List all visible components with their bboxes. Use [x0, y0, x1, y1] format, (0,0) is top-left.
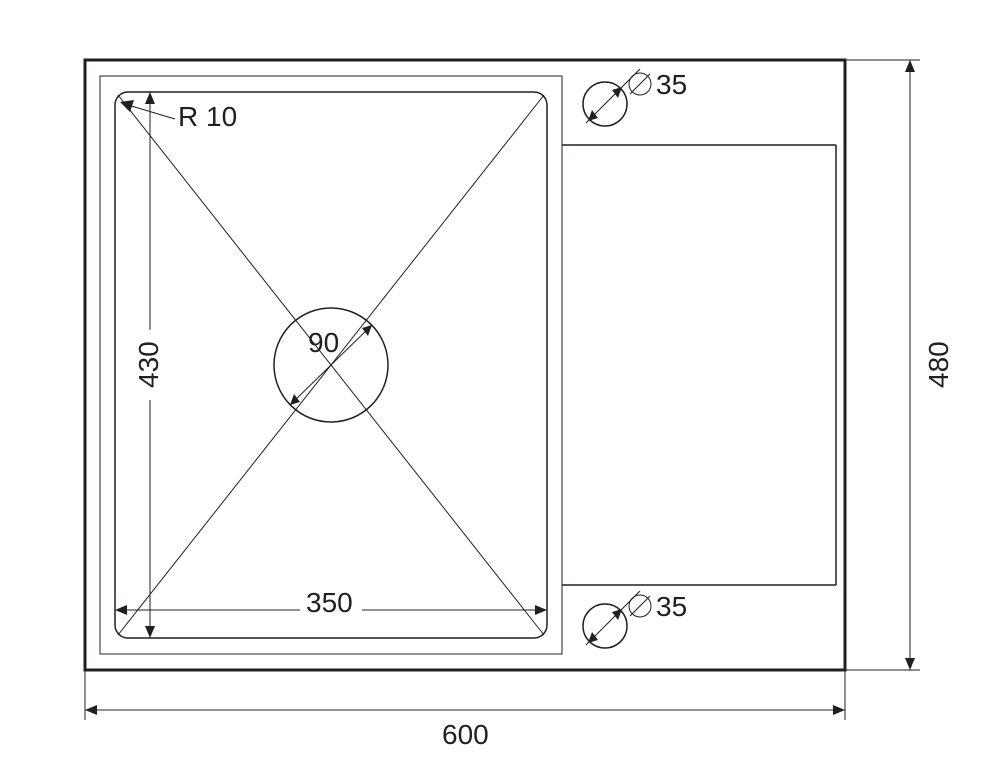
tap-hole-bottom: 35: [583, 591, 687, 648]
basin-height-label: 430: [133, 341, 164, 388]
drain-hole: 90: [274, 308, 388, 422]
outer-width-dimension: 600: [85, 670, 845, 750]
corner-radius-callout: R 10: [120, 100, 237, 132]
basin-width-label: 350: [306, 587, 353, 618]
basin-height-dimension: 430: [132, 92, 164, 638]
basin-width-dimension: 350: [115, 587, 547, 618]
outer-rectangle: [85, 60, 845, 670]
outer-width-label: 600: [442, 719, 489, 750]
tap-hole-top-label: 35: [656, 69, 687, 100]
technical-drawing: 90 35 35 R 10: [0, 0, 1000, 782]
drainboard-panel: [562, 145, 836, 585]
outer-height-label: 480: [923, 341, 954, 388]
corner-radius-label: R 10: [178, 101, 237, 132]
outer-height-dimension: 480: [845, 60, 954, 670]
tap-hole-top: 35: [583, 69, 687, 126]
tap-hole-bottom-label: 35: [656, 591, 687, 622]
drain-diameter-label: 90: [308, 327, 339, 358]
